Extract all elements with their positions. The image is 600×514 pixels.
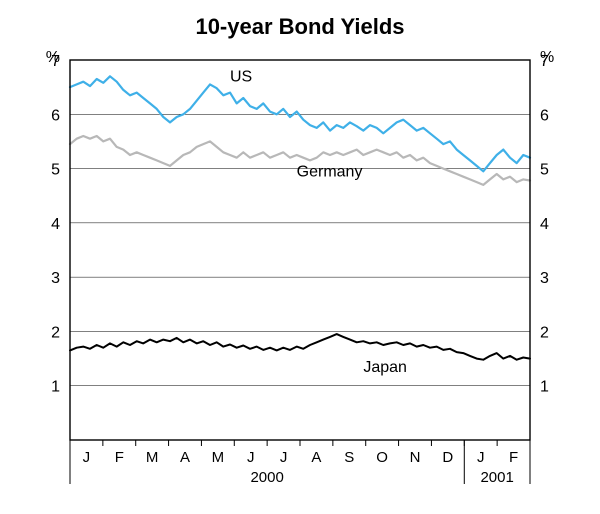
y-tick-right: 6 [540, 107, 549, 124]
x-month-tick: A [311, 449, 321, 466]
x-month-tick: F [115, 449, 124, 466]
series-japan [70, 334, 530, 360]
x-month-tick: O [376, 449, 388, 466]
x-month-tick: J [247, 449, 255, 466]
chart-svg: 11223344556677%%JFMAMJJASONDJF20002001US… [0, 0, 600, 514]
y-tick-left: 5 [51, 162, 60, 179]
y-tick-left: 6 [51, 107, 60, 124]
y-tick-right: 1 [540, 379, 549, 396]
x-month-tick: J [83, 449, 91, 466]
series-label-us: US [230, 69, 252, 86]
y-tick-left: 4 [51, 216, 60, 233]
x-month-tick: N [410, 449, 421, 466]
x-month-tick: M [212, 449, 225, 466]
y-tick-right: 3 [540, 270, 549, 287]
y-unit-left: % [46, 49, 60, 66]
x-month-tick: F [509, 449, 518, 466]
x-year-label: 2001 [480, 469, 513, 486]
y-tick-left: 2 [51, 324, 60, 341]
series-label-germany: Germany [297, 164, 363, 181]
series-label-japan: Japan [363, 359, 407, 376]
y-tick-right: 2 [540, 324, 549, 341]
y-tick-right: 5 [540, 162, 549, 179]
y-tick-left: 3 [51, 270, 60, 287]
x-month-tick: A [180, 449, 190, 466]
y-tick-right: 4 [540, 216, 549, 233]
x-month-tick: M [146, 449, 159, 466]
x-month-tick: J [477, 449, 485, 466]
y-unit-right: % [540, 49, 554, 66]
x-year-label: 2000 [250, 469, 283, 486]
x-month-tick: J [280, 449, 288, 466]
y-tick-left: 1 [51, 379, 60, 396]
bond-yields-chart: 10-year Bond Yields 11223344556677%%JFMA… [0, 0, 600, 514]
x-month-tick: S [344, 449, 354, 466]
x-month-tick: D [442, 449, 453, 466]
